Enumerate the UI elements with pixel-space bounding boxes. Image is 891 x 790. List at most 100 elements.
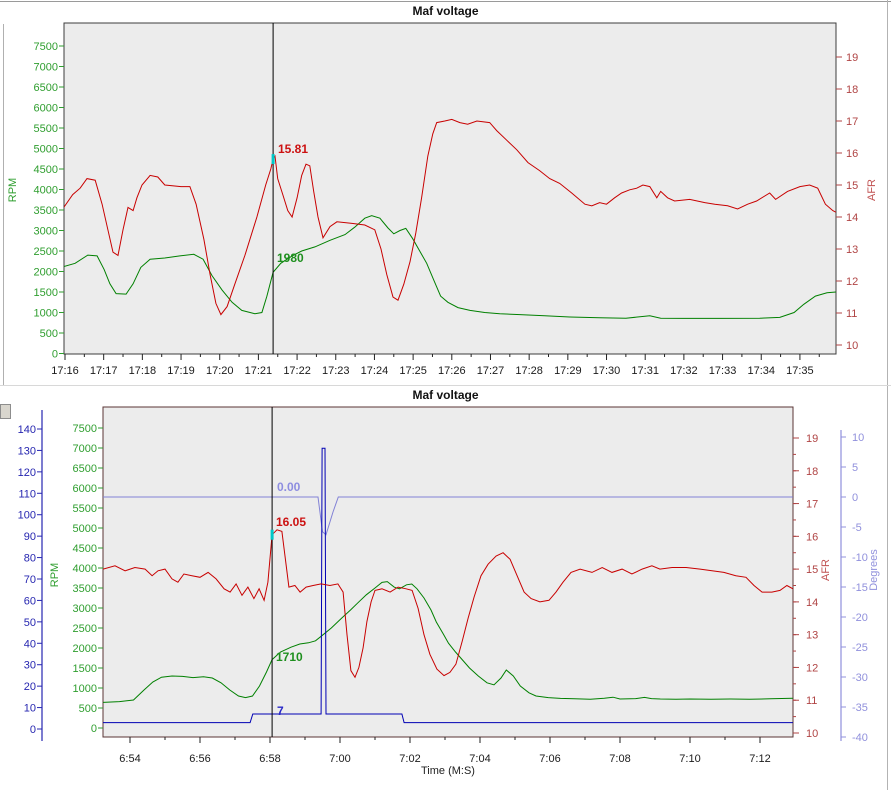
tick-label: 12	[806, 662, 818, 674]
window-right-edge[interactable]	[887, 0, 888, 790]
tick-label: 19	[846, 52, 858, 64]
top-plot-area[interactable]	[63, 22, 837, 355]
top-rpm-axis: 0 500 1000 1500 2000 2500 3000 3500 4000 4500 5000…	[34, 41, 64, 361]
bottom-time-axis: 6:54 6:56 6:58 7:00 7:02 7:04 7:06 7:08 7:10 7:12	[119, 737, 771, 765]
tick-label: 11	[806, 695, 817, 707]
tick-label: 120	[18, 467, 36, 479]
tick-label: 20	[24, 681, 36, 693]
tick-label: 140	[18, 424, 36, 436]
bottom-cursor-rpm-value: 1710	[276, 650, 303, 664]
bottom-rpm-axis: 0 500 1000 1500 2000 2500 3000 3500 4000 4500 5000…	[73, 423, 103, 735]
tick-label: 2500	[73, 623, 97, 635]
tick-label: 0	[30, 724, 36, 736]
top-rpm-series-line	[64, 215, 836, 319]
tick-label: 17	[846, 116, 858, 128]
tick-label: 19	[806, 433, 818, 445]
bottom-afr-series-line	[103, 529, 793, 679]
window-top-edge	[0, 1, 891, 2]
tick-label: 17:31	[631, 365, 659, 377]
tick-label: 3500	[73, 583, 97, 595]
tick-label: 3500	[34, 205, 58, 217]
bottom-rpm-series-line	[103, 581, 793, 703]
tick-label: 17	[806, 499, 818, 511]
bottom-afr-axis-label: AFR	[820, 559, 832, 581]
tick-label: 17:23	[322, 365, 350, 377]
tick-label: 17:30	[593, 365, 621, 377]
tick-label: 7000	[34, 62, 58, 74]
bottom-chart-title: Maf voltage	[412, 388, 479, 402]
top-afr-axis: 10 11 12 13 14 15 16 17 18 19	[836, 52, 858, 352]
tick-label: 5500	[34, 123, 58, 135]
bottom-plot-area[interactable]	[102, 406, 794, 738]
bottom-chart: 0102030405060708090100110120130140050010…	[18, 406, 868, 765]
tick-label: 11	[846, 308, 857, 320]
chart-splitter[interactable]	[0, 385, 891, 386]
tick-label: 500	[40, 328, 58, 340]
tick-label: 13	[806, 630, 818, 642]
tick-label: 15	[846, 180, 858, 192]
tick-label: 17:20	[206, 365, 234, 377]
top-afr-series-line	[64, 118, 836, 316]
tick-label: 40	[24, 638, 36, 650]
tick-label: 3000	[34, 226, 58, 238]
splitter-grip[interactable]	[0, 404, 11, 419]
tick-label: 17:24	[361, 365, 389, 377]
tick-label: 5000	[73, 523, 97, 535]
top-chart: 0 500 1000 1500 2000 2500 3000 3500 4000 4500 5000…	[34, 22, 858, 377]
top-chart-title: Maf voltage	[412, 4, 479, 18]
tick-label: 30	[24, 660, 36, 672]
tick-label: 17:28	[515, 365, 543, 377]
tick-label: 130	[18, 445, 36, 457]
tick-label: 15	[806, 564, 818, 576]
tick-label: 6:54	[119, 753, 140, 765]
tick-label: 6500	[73, 463, 97, 475]
tick-label: 500	[79, 703, 97, 715]
tick-label: 17:25	[399, 365, 427, 377]
tick-label: 17:35	[786, 365, 814, 377]
tick-label: 6:58	[259, 753, 280, 765]
tick-label: 17:29	[554, 365, 582, 377]
tick-label: 2000	[73, 643, 97, 655]
tick-label: 0	[852, 492, 858, 504]
tick-label: 7:08	[609, 753, 630, 765]
tick-label: 17:18	[129, 365, 157, 377]
top-rpm-axis-label: RPM	[7, 177, 19, 203]
tick-label: 1000	[73, 683, 97, 695]
tick-label: 17:27	[477, 365, 505, 377]
bottom-cursor-degrees-value: 0.00	[277, 480, 301, 494]
bottom-rpm-axis-label: RPM	[49, 562, 61, 588]
tick-label: 110	[18, 488, 36, 500]
tick-label: -10	[852, 552, 868, 564]
tick-label: 17:17	[90, 365, 118, 377]
tick-label: 14	[846, 212, 858, 224]
tick-label: -30	[852, 672, 868, 684]
tick-label: 7:12	[749, 753, 770, 765]
tick-label: 17:16	[51, 365, 79, 377]
tick-label: 17:26	[438, 365, 466, 377]
tick-label: 7:04	[469, 753, 490, 765]
tick-label: 10	[846, 340, 858, 352]
tick-label: 7:02	[399, 753, 420, 765]
tick-label: 3000	[73, 603, 97, 615]
window-left-edge	[3, 24, 4, 386]
tick-label: 17:32	[670, 365, 698, 377]
tick-label: 2000	[34, 267, 58, 279]
tick-label: 7:10	[679, 753, 700, 765]
bottom-cursor-afr-value: 16.05	[276, 515, 307, 529]
top-cursor-afr-value: 15.81	[278, 142, 309, 156]
tick-label: 16	[806, 531, 818, 543]
tick-label: 100	[18, 510, 36, 522]
top-cursor-rpm-value: 1980	[277, 251, 304, 265]
tick-label: 7000	[73, 443, 97, 455]
tick-label: 0	[91, 723, 97, 735]
tick-label: 10	[852, 432, 864, 444]
tick-label: 90	[24, 531, 36, 543]
tick-label: 0	[52, 349, 58, 361]
tick-label: 18	[846, 84, 858, 96]
tick-label: 6:56	[189, 753, 210, 765]
tick-label: 4000	[34, 185, 58, 197]
tick-label: 17:34	[747, 365, 775, 377]
tick-label: 17:21	[245, 365, 273, 377]
tick-label: 4500	[73, 543, 97, 555]
